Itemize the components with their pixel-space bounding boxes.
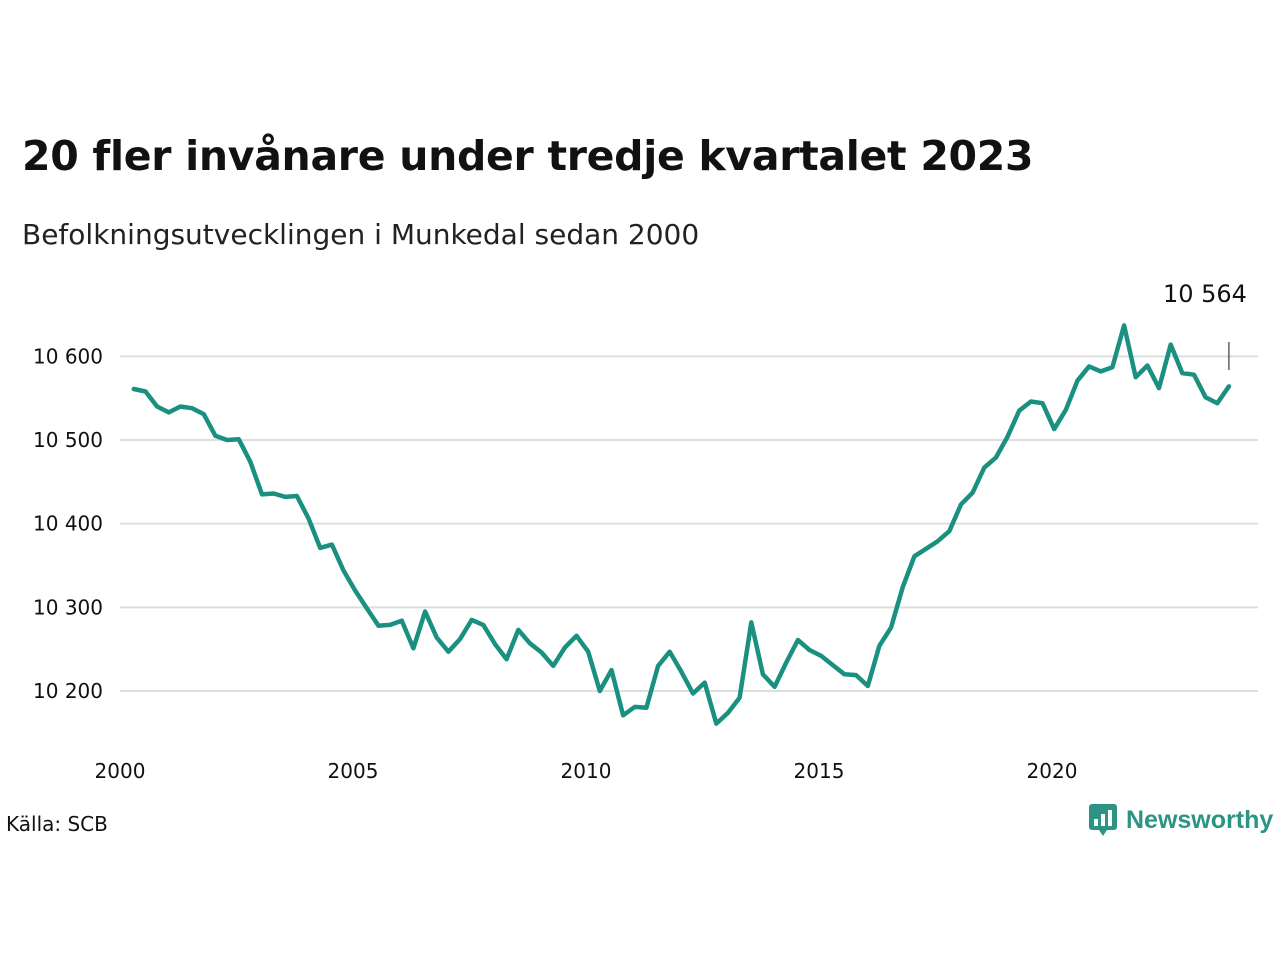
- x-tick-label: 2015: [794, 759, 845, 783]
- newsworthy-logo-icon: [1089, 804, 1117, 836]
- chart-subtitle: Befolkningsutvecklingen i Munkedal sedan…: [22, 218, 700, 251]
- y-tick-label: 10 400: [33, 512, 103, 536]
- source-note: Källa: SCB: [6, 812, 108, 836]
- chart-title: 20 fler invånare under tredje kvartalet …: [22, 132, 1034, 180]
- x-tick-label: 2005: [328, 759, 379, 783]
- brand-logo: Newsworthy: [1088, 803, 1273, 837]
- x-tick-label: 2020: [1027, 759, 1078, 783]
- y-tick-label: 10 300: [33, 595, 103, 619]
- y-axis-ticks: 10 200 10 300 10 400 10 500 10 600: [33, 344, 103, 703]
- last-value-label: 10 564: [1163, 280, 1247, 308]
- x-axis-ticks: 2000 2005 2010 2015 2020: [95, 759, 1078, 783]
- y-tick-label: 10 200: [33, 679, 103, 703]
- brand-name: Newsworthy: [1126, 805, 1274, 834]
- grid-lines: [120, 355, 1258, 692]
- x-tick-label: 2010: [561, 759, 612, 783]
- y-tick-label: 10 600: [33, 344, 103, 368]
- y-tick-label: 10 500: [33, 428, 103, 452]
- x-tick-label: 2000: [95, 759, 146, 783]
- series-line-population: [131, 323, 1232, 726]
